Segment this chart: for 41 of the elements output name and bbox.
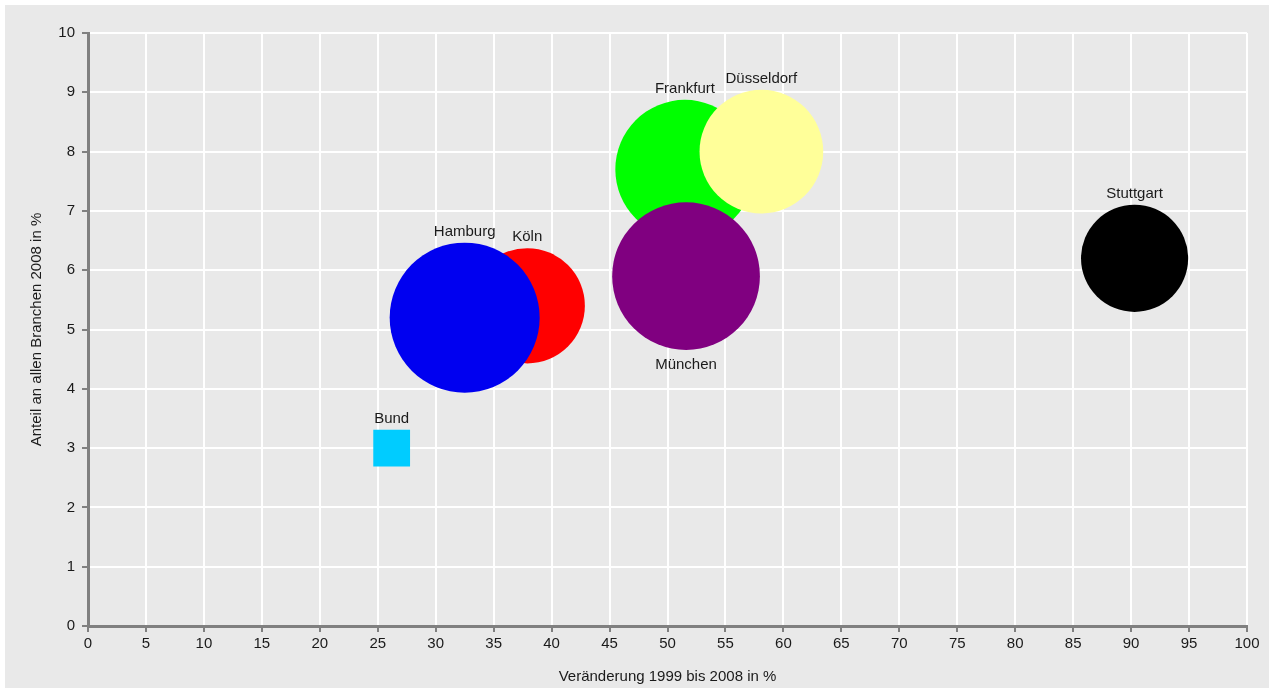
x-tick-label: 60 [775, 634, 792, 652]
x-tick-label: 15 [253, 634, 271, 652]
x-tick-label: 95 [1180, 634, 1198, 652]
x-tick-label: 40 [543, 634, 560, 652]
x-tick-label: 100 [1234, 634, 1260, 652]
series-label: Köln [512, 227, 543, 245]
x-tick-label: 50 [659, 634, 676, 652]
x-tick-label: 85 [1064, 634, 1082, 652]
x-tick-label: 10 [195, 634, 213, 652]
x-tick-label: 25 [369, 634, 387, 652]
x-tick-label: 70 [890, 634, 908, 652]
y-tick-label: 7 [66, 201, 75, 219]
series-label: Hamburg [433, 221, 496, 239]
x-tick-label: 45 [601, 634, 618, 652]
x-tick-label: 0 [83, 634, 93, 652]
x-axis-title: Veränderung 1999 bis 2008 in % [558, 667, 777, 685]
x-tick-label: 30 [427, 634, 445, 652]
y-tick-label: 9 [66, 82, 75, 100]
y-tick-label: 2 [66, 497, 75, 515]
y-axis-title: Anteil an allen Branchen 2008 in % [27, 212, 45, 447]
x-tick-label: 80 [1006, 634, 1024, 652]
series-label: Frankfurt [654, 78, 716, 96]
x-tick-label: 75 [948, 634, 966, 652]
series-label: Stuttgart [1106, 183, 1164, 201]
x-tick-label: 35 [485, 634, 502, 652]
x-tick-label: 20 [311, 634, 329, 652]
x-tick-label: 65 [833, 634, 850, 652]
y-tick-label: 8 [66, 141, 75, 159]
y-tick-label: 3 [66, 438, 75, 456]
y-tick-label: 0 [66, 616, 75, 634]
x-tick-label: 90 [1122, 634, 1140, 652]
series-label: Bund [374, 408, 410, 426]
y-tick-label: 6 [66, 260, 75, 278]
series-label: München [655, 355, 717, 372]
x-tick-label: 5 [141, 634, 151, 652]
y-tick-label: 4 [66, 378, 75, 396]
y-tick-label: 5 [66, 319, 75, 337]
y-tick-label: 10 [58, 23, 75, 41]
series-label: Düsseldorf [725, 68, 799, 86]
y-tick-label: 1 [66, 556, 75, 574]
x-tick-label: 55 [717, 634, 734, 652]
